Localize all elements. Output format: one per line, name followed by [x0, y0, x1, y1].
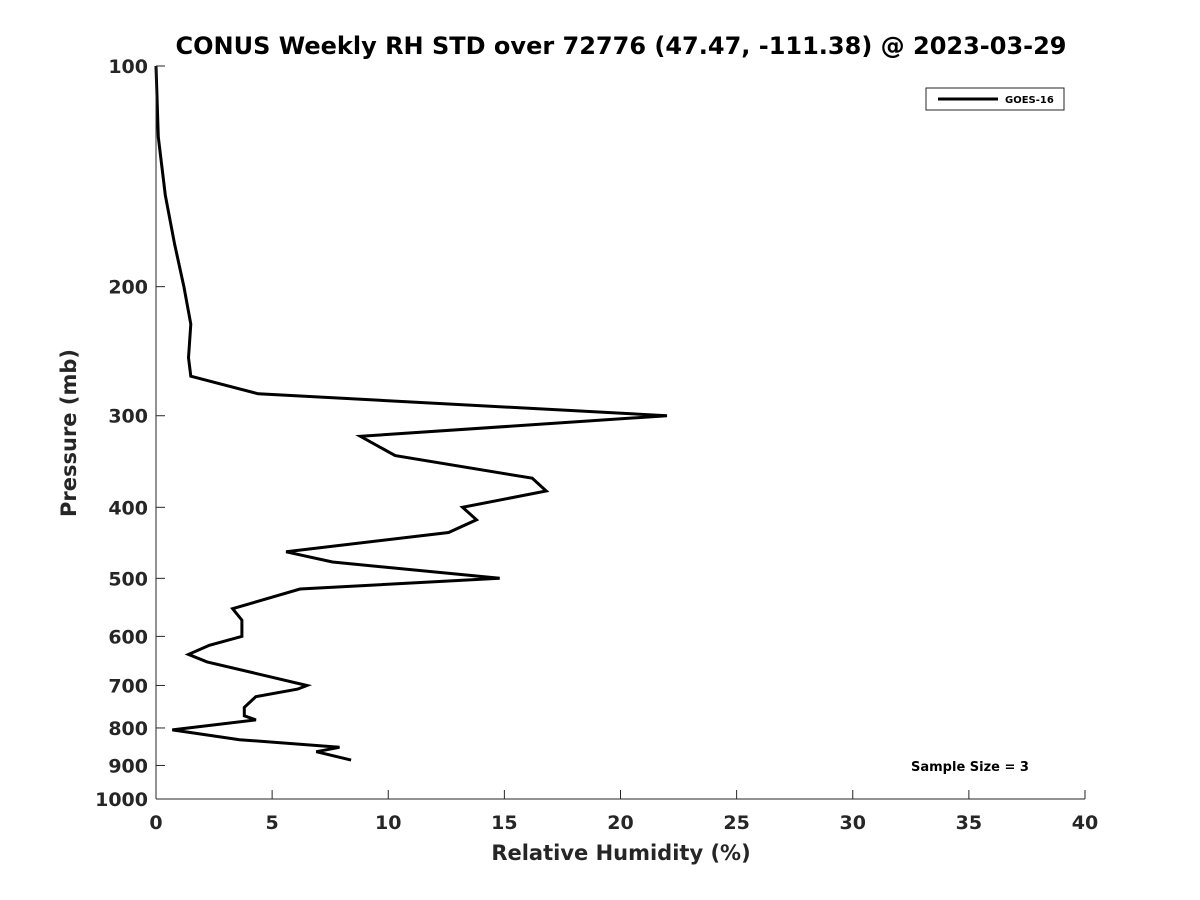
y-tick-label: 300: [108, 406, 148, 428]
chart-title: CONUS Weekly RH STD over 72776 (47.47, -…: [175, 32, 1066, 60]
y-tick-label: 400: [108, 497, 148, 519]
sample-size-annotation: Sample Size = 3: [911, 760, 1029, 775]
y-tick-label: 900: [108, 755, 148, 777]
x-tick-label: 5: [266, 812, 279, 834]
y-tick-label: 800: [108, 718, 148, 740]
y-tick-label: 500: [108, 568, 148, 590]
x-tick-label: 0: [149, 812, 162, 834]
x-tick-label: 25: [723, 812, 749, 834]
series-layer: [154, 65, 668, 762]
y-tick-label: 600: [108, 626, 148, 648]
y-tick-label: 200: [108, 277, 148, 299]
x-tick-label: 10: [375, 812, 401, 834]
x-axis-label: Relative Humidity (%): [491, 841, 750, 865]
series-line-goes-16: [154, 65, 668, 762]
y-axis-label: Pressure (mb): [57, 349, 81, 517]
y-tick-label: 1000: [95, 789, 148, 811]
plot-area: [156, 66, 1085, 799]
y-tick-label: 700: [108, 675, 148, 697]
legend: GOES-16: [925, 87, 1065, 111]
y-ticks: 100 200 300 400 500 600 700 800 900 1000: [95, 56, 165, 811]
axes-background: [156, 66, 1085, 799]
x-tick-label: 20: [607, 812, 633, 834]
x-tick-label: 15: [491, 812, 517, 834]
y-tick-label: 100: [108, 56, 148, 78]
x-tick-label: 30: [840, 812, 866, 834]
x-tick-label: 35: [956, 812, 982, 834]
legend-label-goes-16: GOES-16: [1005, 95, 1054, 106]
x-tick-label: 40: [1072, 812, 1098, 834]
x-ticks: 0 5 10 15 20 25 30 35 40: [149, 790, 1098, 834]
